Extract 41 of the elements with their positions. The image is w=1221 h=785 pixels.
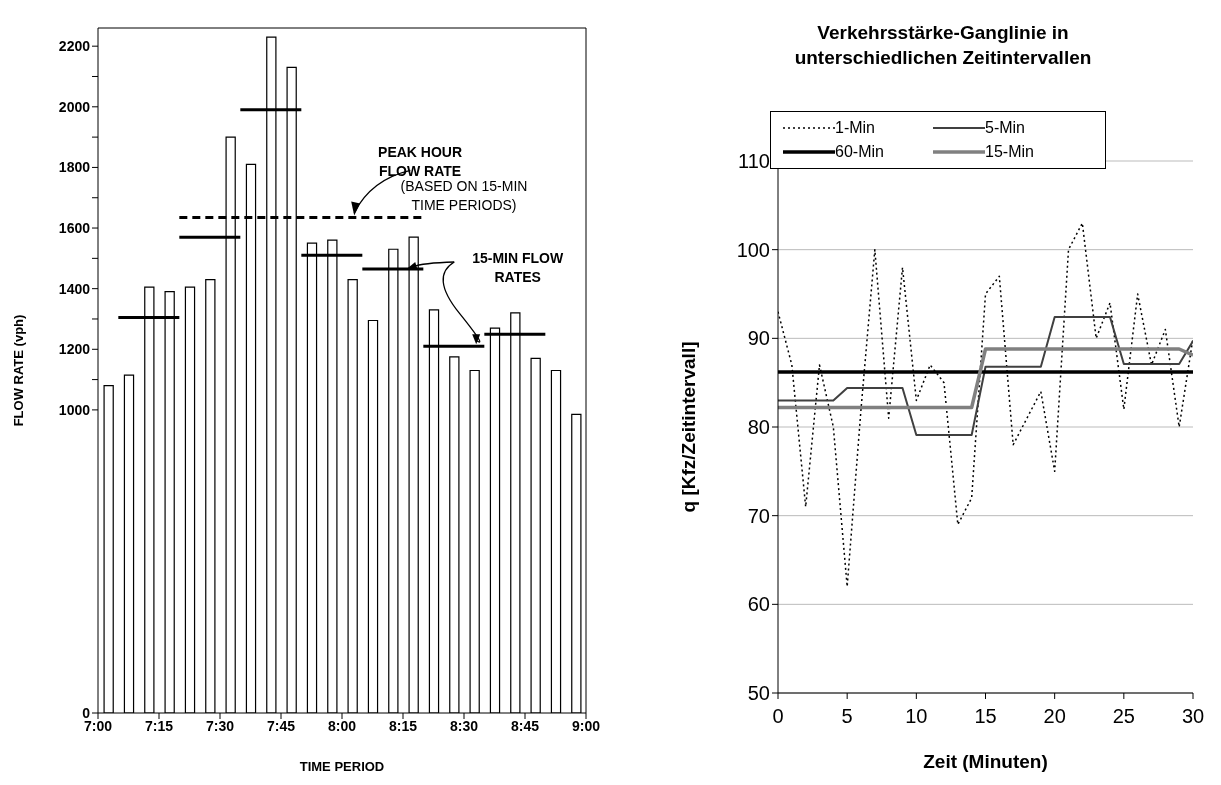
chart-title: Verkehrsstärke-Ganglinie in unterschiedlichen Zeitintervallen bbox=[793, 21, 1093, 70]
x-tick-label: 15 bbox=[974, 705, 997, 728]
x-tick-label: 5 bbox=[841, 705, 853, 728]
y-tick-label: 1400 bbox=[58, 280, 91, 297]
legend-label: 1-Min bbox=[835, 119, 876, 137]
x-tick-label: 9:00 bbox=[571, 717, 601, 734]
y-tick-label: 1600 bbox=[58, 220, 91, 237]
x-tick-label: 8:15 bbox=[388, 717, 418, 734]
y-tick-label: 110 bbox=[738, 150, 770, 173]
y-tick-label: 2200 bbox=[58, 38, 91, 55]
x-tick-label: 8:00 bbox=[327, 717, 357, 734]
y-tick-label: 70 bbox=[747, 504, 770, 527]
y-tick-label: 50 bbox=[747, 682, 770, 705]
y-tick-label: 2000 bbox=[58, 98, 91, 115]
x-axis-title: Zeit (Minuten) bbox=[923, 751, 1048, 772]
x-axis-title: TIME PERIOD bbox=[299, 759, 385, 774]
y-tick-label: 90 bbox=[747, 327, 770, 350]
y-axis-title: q [Kfz/Zeitintervall] bbox=[677, 341, 699, 513]
y-tick-label: 1800 bbox=[58, 159, 91, 176]
x-tick-label: 8:30 bbox=[449, 717, 479, 734]
x-tick-label: 7:30 bbox=[205, 717, 235, 734]
x-tick-label: 0 bbox=[772, 705, 784, 728]
y-tick-label: 1000 bbox=[58, 401, 91, 418]
x-tick-label: 7:15 bbox=[144, 717, 174, 734]
y-axis-title: FLOW RATE (vph) bbox=[10, 314, 26, 427]
x-tick-label: 7:00 bbox=[83, 717, 113, 734]
annotation: 15-MIN FLOW RATES bbox=[471, 249, 565, 288]
x-tick-label: 20 bbox=[1043, 705, 1066, 728]
y-tick-label: 80 bbox=[747, 416, 770, 439]
legend-label: 15-Min bbox=[985, 143, 1034, 161]
x-tick-label: 8:45 bbox=[510, 717, 540, 734]
x-tick-label: 25 bbox=[1112, 705, 1135, 728]
x-tick-label: 30 bbox=[1181, 705, 1205, 728]
line-series bbox=[778, 316, 1193, 436]
x-tick-label: 7:45 bbox=[266, 717, 296, 734]
y-tick-label: 100 bbox=[736, 238, 770, 261]
x-tick-label: 10 bbox=[905, 705, 928, 728]
y-tick-label: 1200 bbox=[58, 341, 91, 358]
legend-label: 60-Min bbox=[835, 143, 884, 161]
y-tick-label: 60 bbox=[747, 593, 770, 616]
legend-label: 5-Min bbox=[985, 119, 1026, 137]
